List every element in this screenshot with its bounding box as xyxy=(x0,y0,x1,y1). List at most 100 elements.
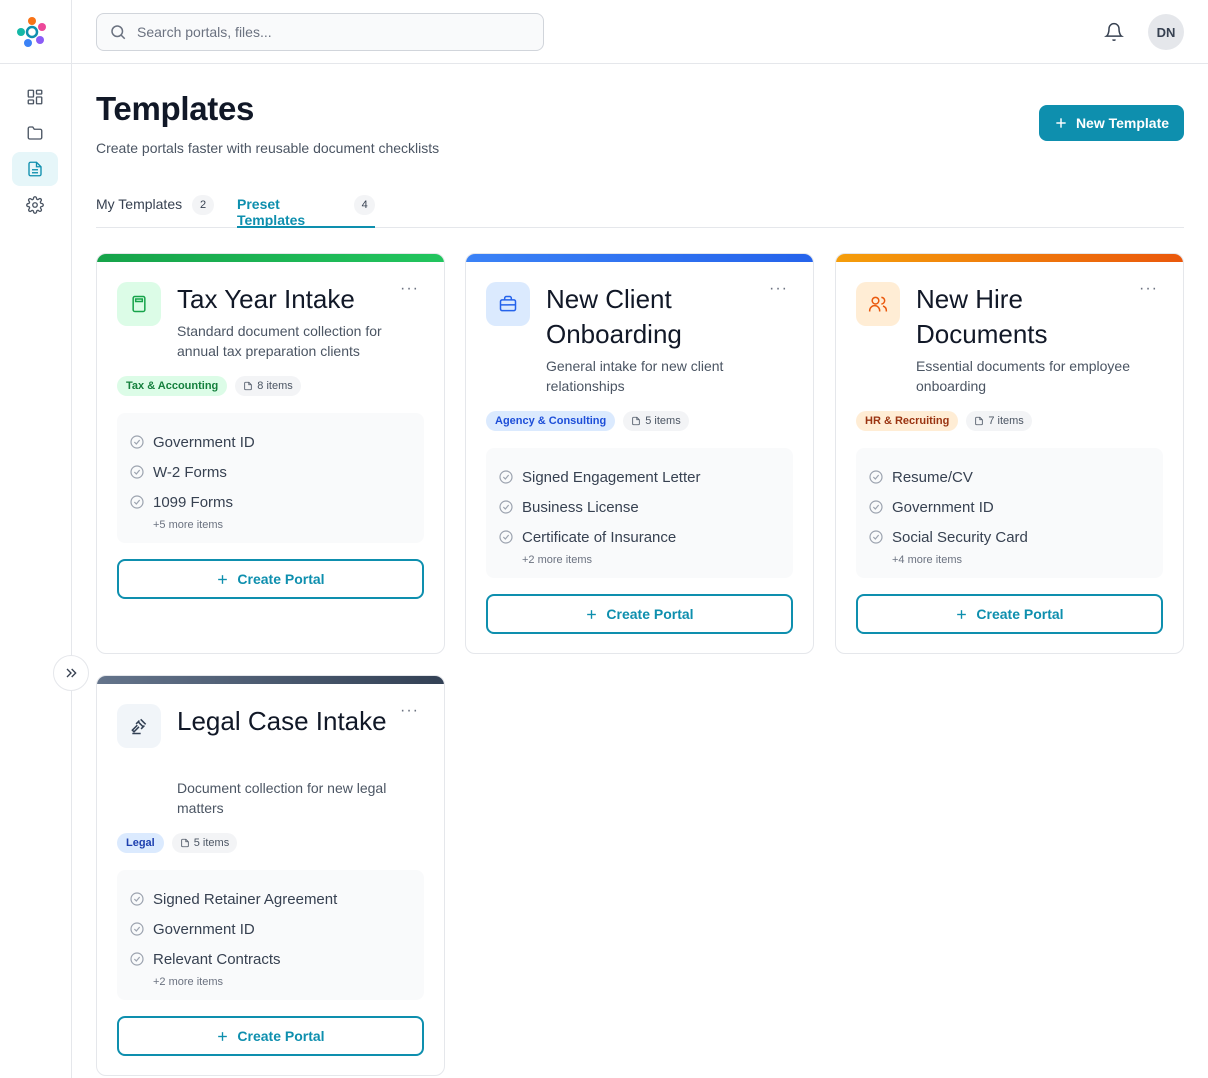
check-circle-icon xyxy=(869,470,883,484)
list-item: Relevant Contracts xyxy=(129,944,424,974)
new-template-label: New Template xyxy=(1075,115,1170,131)
list-item: Social Security Card xyxy=(868,522,1163,552)
create-portal-label: Create Portal xyxy=(237,1028,325,1044)
create-portal-button[interactable]: Create Portal xyxy=(856,594,1163,634)
tab-my-templates[interactable]: My Templates 2 xyxy=(96,190,215,228)
plus-icon xyxy=(1056,118,1066,128)
template-card-tax-year-intake: Tax Year Intake ··· Standard document co… xyxy=(96,253,445,654)
more-options-icon[interactable]: ··· xyxy=(400,280,419,297)
items-count-label: 5 items xyxy=(193,837,230,849)
card-tags: Legal 5 items xyxy=(117,833,238,853)
sidebar-item-portals[interactable] xyxy=(12,116,58,150)
more-options-icon[interactable]: ··· xyxy=(769,280,788,297)
list-item-label: Signed Retainer Agreement xyxy=(153,890,338,908)
document-checklist: Government ID W-2 Forms 1099 Forms +5 mo… xyxy=(117,413,424,543)
tab-count-badge: 4 xyxy=(354,195,375,215)
list-item: Signed Engagement Letter xyxy=(498,462,793,492)
tab-label: My Templates xyxy=(96,196,183,212)
check-circle-icon xyxy=(130,465,144,479)
avatar[interactable]: DN xyxy=(1148,14,1184,50)
file-icon xyxy=(244,381,253,391)
items-count-badge: 5 items xyxy=(623,411,689,431)
card-tags: Agency & Consulting 5 items xyxy=(486,411,689,431)
tab-label: Preset Templates xyxy=(237,196,306,228)
sidebar-item-templates[interactable] xyxy=(12,152,58,186)
sidebar-item-settings[interactable] xyxy=(12,188,58,222)
items-count-label: 7 items xyxy=(988,415,1024,427)
list-item-label: Signed Engagement Letter xyxy=(522,468,701,486)
items-count-badge: 7 items xyxy=(966,411,1032,431)
template-card-legal-case-intake: Legal Case Intake ··· Document collectio… xyxy=(96,675,445,1076)
sidebar-divider xyxy=(0,63,72,64)
check-circle-icon xyxy=(869,500,883,514)
list-item-label: 1099 Forms xyxy=(153,493,234,511)
check-circle-icon xyxy=(499,530,513,544)
list-item: Government ID xyxy=(868,492,1163,522)
card-title: New Client Onboarding xyxy=(546,284,682,349)
create-portal-button[interactable]: Create Portal xyxy=(486,594,793,634)
app-logo-icon[interactable] xyxy=(14,14,50,50)
list-item-label: Resume/CV xyxy=(892,468,973,486)
document-checklist: Signed Engagement Letter Business Licens… xyxy=(486,448,793,578)
more-items-text: +5 more items xyxy=(153,519,223,531)
card-description: Essential documents for employee onboard… xyxy=(916,358,1130,394)
document-icon xyxy=(28,161,42,177)
gavel-icon xyxy=(131,718,147,735)
expand-sidebar-button[interactable] xyxy=(53,655,89,691)
tab-count-badge: 2 xyxy=(192,195,215,215)
more-options-icon[interactable]: ··· xyxy=(400,702,419,719)
category-badge: Tax & Accounting xyxy=(117,376,228,396)
list-item-label: Government ID xyxy=(153,433,255,451)
items-count-label: 8 items xyxy=(257,380,293,392)
card-accent-bar xyxy=(97,676,444,684)
page-subtitle: Create portals faster with reusable docu… xyxy=(96,140,440,156)
bell-icon[interactable] xyxy=(1104,22,1124,42)
card-title: Tax Year Intake xyxy=(177,284,355,314)
folder-icon xyxy=(27,126,43,140)
top-header: DN xyxy=(72,0,1208,64)
card-accent-bar xyxy=(836,254,1183,262)
list-item-label: Business License xyxy=(522,498,639,516)
list-item-label: W-2 Forms xyxy=(153,463,227,481)
items-count-label: 5 items xyxy=(645,415,681,427)
list-item: Business License xyxy=(498,492,793,522)
card-accent-bar xyxy=(97,254,444,262)
more-items-text: +4 more items xyxy=(892,554,962,566)
category-badge: Legal xyxy=(117,833,164,853)
briefcase-icon xyxy=(499,295,517,312)
search-box[interactable] xyxy=(96,13,544,51)
card-icon-container xyxy=(117,704,161,748)
list-item: W-2 Forms xyxy=(129,457,424,487)
plus-icon xyxy=(957,609,967,619)
items-count-badge: 8 items xyxy=(235,376,301,396)
list-item: Government ID xyxy=(129,914,424,944)
card-title: Legal Case Intake xyxy=(177,706,387,736)
dashboard-icon xyxy=(27,89,43,105)
search-input[interactable] xyxy=(137,24,517,40)
create-portal-button[interactable]: Create Portal xyxy=(117,1016,424,1056)
category-badge: HR & Recruiting xyxy=(856,411,959,431)
list-item: Signed Retainer Agreement xyxy=(129,884,424,914)
create-portal-button[interactable]: Create Portal xyxy=(117,559,424,599)
more-items-text: +2 more items xyxy=(522,554,592,566)
card-icon-container xyxy=(486,282,530,326)
new-template-button[interactable]: New Template xyxy=(1039,105,1184,141)
create-portal-label: Create Portal xyxy=(237,571,325,587)
more-options-icon[interactable]: ··· xyxy=(1139,280,1158,297)
template-tabs: My Templates 2 Preset Templates 4 xyxy=(96,190,1184,228)
create-portal-label: Create Portal xyxy=(976,606,1064,622)
plus-icon xyxy=(587,609,597,619)
card-description: Standard document collection for annual … xyxy=(177,323,382,359)
list-item-label: Certificate of Insurance xyxy=(522,528,677,546)
sidebar-item-dashboard[interactable] xyxy=(12,80,58,114)
category-badge: Agency & Consulting xyxy=(486,411,616,431)
page-title: Templates xyxy=(96,90,255,127)
template-card-new-client-onboarding: New Client Onboarding ··· General intake… xyxy=(465,253,814,654)
users-icon xyxy=(868,296,888,312)
card-title: New Hire Documents xyxy=(916,284,1048,349)
check-circle-icon xyxy=(869,530,883,544)
tab-preset-templates[interactable]: Preset Templates 4 xyxy=(237,190,375,228)
check-circle-icon xyxy=(130,922,144,936)
card-description: Document collection for new legal matter… xyxy=(177,780,387,816)
gear-icon xyxy=(26,196,44,214)
